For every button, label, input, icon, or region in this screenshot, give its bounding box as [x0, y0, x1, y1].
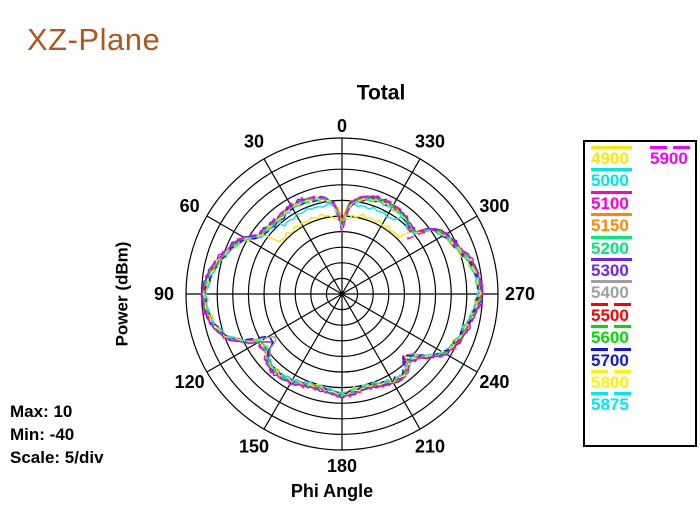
legend-item-5700: 5700 — [591, 347, 632, 370]
legend-label: 5150 — [591, 216, 629, 236]
angle-label-0: 0 — [337, 116, 347, 136]
legend-label: 5400 — [591, 283, 629, 303]
legend-line-sample — [591, 302, 632, 306]
legend-item-4900: 4900 — [591, 146, 632, 167]
angle-label-90: 90 — [154, 284, 174, 304]
legend-item-5200: 5200 — [591, 235, 632, 258]
legend-line-sample — [591, 168, 632, 172]
grid-spoke — [341, 293, 421, 430]
angular-axis-label: Phi Angle — [291, 481, 373, 501]
grid-spoke — [341, 215, 478, 295]
chart-title: Total — [357, 82, 406, 105]
grid-spoke — [206, 215, 343, 295]
legend-label: 5200 — [591, 238, 629, 258]
legend-item-5800: 5800 — [591, 370, 632, 391]
polar-grid — [185, 137, 499, 451]
angle-label-330: 330 — [415, 132, 445, 152]
legend-label: 5500 — [591, 305, 629, 325]
legend: 4900 5000 5100 5150 5200 5300 5400 5500 5600 5700… — [583, 140, 697, 447]
angle-label-120: 120 — [175, 372, 205, 392]
scale-info: Max: 10 Min: -40 Scale: 5/div — [10, 400, 104, 469]
max-label: Max: 10 — [10, 402, 73, 421]
radial-axis-label: Power (dBm) — [113, 242, 132, 347]
legend-label: 5900 — [650, 149, 688, 168]
angle-label-30: 30 — [244, 132, 264, 152]
legend-item-5500: 5500 — [591, 302, 632, 325]
legend-line-sample — [591, 347, 632, 351]
angle-label-180: 180 — [327, 456, 357, 476]
legend-item-5875: 5875 — [591, 392, 632, 413]
legend-item-5000: 5000 — [591, 168, 632, 189]
legend-label: 5300 — [591, 261, 629, 280]
legend-label: 5100 — [591, 193, 629, 213]
legend-item-5100: 5100 — [591, 190, 632, 213]
grid-spoke — [206, 293, 343, 373]
trace-5600 — [202, 196, 484, 397]
trace-5700 — [203, 198, 482, 395]
angle-label-210: 210 — [415, 436, 445, 456]
legend-line-sample — [591, 190, 632, 194]
angle-label-240: 240 — [479, 372, 509, 392]
legend-line-sample — [591, 280, 632, 284]
legend-line-sample — [591, 235, 632, 239]
grid-spoke — [263, 293, 343, 430]
legend-label: 5600 — [591, 328, 629, 348]
angle-label-300: 300 — [479, 196, 509, 216]
legend-line-sample — [591, 370, 632, 373]
trace-5900 — [199, 195, 485, 398]
legend-item-5400: 5400 — [591, 280, 632, 301]
angle-label-60: 60 — [180, 196, 200, 216]
legend-line-sample — [591, 258, 632, 261]
legend-item-5150: 5150 — [591, 213, 632, 234]
grid-spoke — [341, 293, 478, 373]
legend-label: 5800 — [591, 373, 629, 392]
angle-label-270: 270 — [505, 284, 535, 304]
grid-spoke — [341, 158, 421, 295]
legend-label: 5700 — [591, 350, 629, 370]
legend-label: 5000 — [591, 171, 629, 191]
trace-5800 — [202, 196, 482, 396]
legend-line-sample — [591, 392, 632, 396]
page-title: XZ-Plane — [27, 22, 161, 57]
angle-label-150: 150 — [239, 436, 269, 456]
angle-labels: 0 30 60 90 120 150 180 210 240 270 300 330 — [154, 116, 535, 476]
min-label: Min: -40 — [10, 425, 75, 444]
legend-line-sample — [591, 146, 632, 149]
scale-label: Scale: 5/div — [10, 448, 104, 467]
legend-label: 4900 — [591, 149, 629, 168]
legend-item-5300: 5300 — [591, 258, 632, 279]
legend-line-sample — [591, 213, 632, 217]
trace-lines — [199, 195, 485, 400]
trace-5300 — [200, 195, 483, 400]
legend-line-sample — [650, 146, 691, 149]
legend-item-5900: 5900 — [650, 146, 691, 167]
legend-item-5600: 5600 — [591, 325, 632, 346]
legend-line-sample — [591, 325, 632, 329]
trace-5875 — [203, 198, 480, 395]
grid-spoke — [263, 158, 343, 295]
legend-label: 5875 — [591, 395, 629, 415]
